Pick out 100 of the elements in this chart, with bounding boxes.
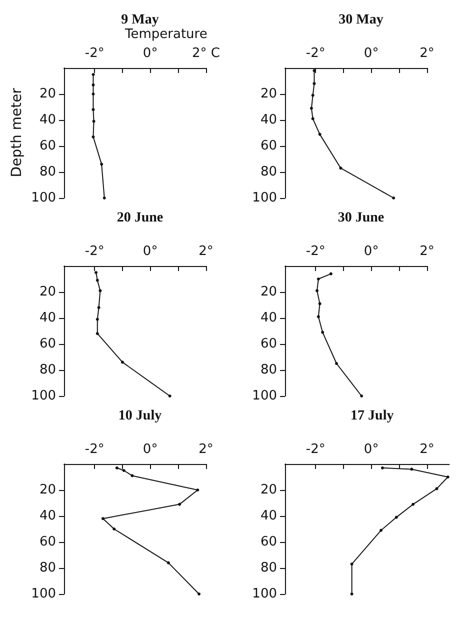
x-tick-label: -2°	[84, 442, 104, 457]
y-tick-label: 100	[252, 586, 277, 602]
point	[310, 106, 313, 110]
x-tick-label: 2° C	[192, 46, 220, 61]
x-tick-label: 2°	[198, 244, 214, 259]
y-tick-label: 100	[31, 586, 56, 602]
x-tick-label: 0°	[364, 46, 379, 61]
point	[316, 315, 320, 318]
x-tick-label: -2°	[84, 46, 104, 61]
point	[168, 394, 172, 398]
point	[97, 306, 100, 310]
chart-title: 9 May	[121, 12, 159, 28]
point	[102, 196, 106, 200]
point	[92, 108, 95, 112]
point	[311, 117, 314, 120]
point	[318, 132, 322, 136]
y-tick-label: 80	[39, 164, 56, 180]
y-tick-label: 80	[39, 362, 56, 378]
point	[316, 289, 319, 292]
point	[339, 166, 342, 170]
point	[350, 562, 354, 566]
y-tick-label: 20	[39, 482, 56, 498]
chart-title: 17 July	[350, 408, 394, 424]
point	[312, 82, 316, 86]
point	[92, 135, 95, 138]
y-tick-label: 60	[260, 336, 277, 352]
point	[410, 468, 414, 471]
point	[394, 516, 398, 519]
point	[318, 302, 322, 306]
point	[178, 502, 182, 506]
y-tick-label: 40	[39, 508, 56, 524]
point	[92, 92, 95, 96]
y-tick-label: 80	[260, 164, 277, 180]
y-axis-title: Depth meter	[9, 88, 25, 178]
point	[122, 469, 126, 472]
y-tick-label: 60	[39, 336, 56, 352]
point	[350, 592, 354, 596]
chart-title: 20 June	[116, 210, 164, 226]
x-tick-label: -2°	[306, 244, 326, 259]
point	[94, 271, 98, 274]
point	[311, 94, 314, 97]
x-tick-label: 2°	[420, 46, 434, 61]
y-tick-label: 100	[31, 388, 56, 404]
y-tick-label: 60	[260, 138, 277, 154]
point	[96, 332, 99, 336]
line-series	[316, 272, 364, 398]
x-tick-label: -2°	[306, 442, 326, 457]
point	[120, 360, 124, 364]
x-axis-title: Temperature	[124, 27, 208, 42]
y-tick-label: 100	[252, 388, 277, 404]
y-tick-label: 20	[260, 284, 277, 300]
chart-title: 30 June	[338, 210, 384, 226]
point	[360, 394, 364, 398]
y-tick-label: 40	[260, 508, 277, 524]
y-tick-label: 20	[39, 284, 56, 300]
point	[98, 289, 102, 292]
x-tick-label: 2°	[198, 442, 214, 457]
y-tick-label: 40	[39, 310, 56, 326]
x-tick-label: 2°	[420, 442, 434, 457]
point	[100, 162, 104, 166]
point	[130, 474, 134, 478]
y-tick-label: 60	[260, 534, 277, 550]
line-series	[310, 69, 396, 200]
point	[198, 592, 201, 596]
chart-title: 30 May	[338, 12, 384, 28]
y-tick-label: 60	[39, 534, 56, 550]
y-tick-label: 20	[260, 86, 277, 102]
point	[380, 528, 383, 532]
point	[166, 561, 170, 564]
point	[392, 196, 396, 200]
point	[96, 278, 99, 282]
y-tick-label: 20	[260, 482, 277, 498]
x-tick-label: -2°	[306, 46, 326, 61]
line-series	[350, 466, 450, 596]
x-tick-label: 0°	[142, 46, 158, 61]
y-tick-label: 80	[260, 560, 277, 576]
point	[112, 528, 116, 530]
x-tick-label: -2°	[84, 244, 104, 259]
y-tick-label: 40	[260, 112, 277, 128]
y-tick-label: 40	[39, 112, 56, 128]
x-tick-label: 0°	[364, 442, 379, 457]
point	[92, 120, 96, 123]
point	[380, 466, 384, 470]
point	[412, 502, 415, 506]
point	[96, 318, 99, 321]
point	[329, 272, 332, 276]
y-tick-label: 20	[39, 86, 56, 102]
chart-title: 10 July	[118, 408, 162, 424]
point	[446, 476, 450, 478]
x-tick-label: 2°	[420, 244, 434, 259]
point	[92, 73, 95, 76]
point	[321, 330, 324, 334]
x-tick-label: 0°	[142, 244, 158, 259]
x-tick-label: 0°	[142, 442, 158, 457]
point	[101, 517, 104, 520]
y-tick-label: 80	[39, 560, 56, 576]
point	[316, 278, 320, 280]
y-tick-label: 100	[252, 190, 277, 206]
line-series	[101, 466, 201, 596]
y-tick-label: 60	[39, 138, 56, 154]
